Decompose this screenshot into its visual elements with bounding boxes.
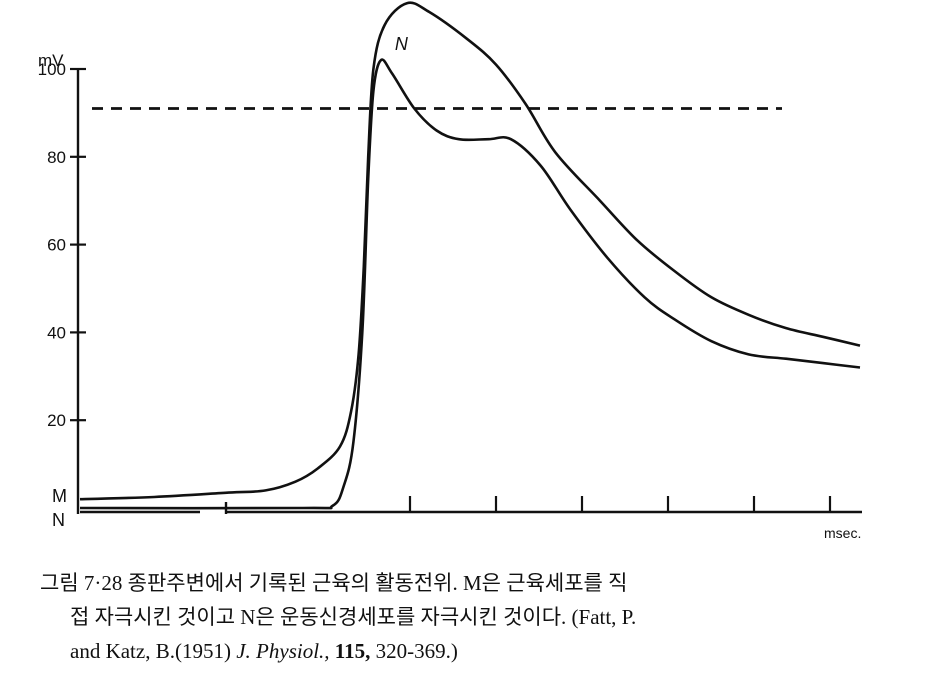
y-tick-label-40: 40 [47, 323, 66, 342]
caption-pages: 320-369.) [370, 639, 458, 663]
baseline-label-n: N [52, 510, 65, 530]
caption-authors: and Katz, B.(1951) [70, 639, 237, 663]
y-axis-unit: mV [38, 51, 64, 70]
action-potential-chart: mV20406080100120MNmsec.MN [38, 1, 862, 541]
y-tick-label-60: 60 [47, 236, 66, 255]
y-tick-label-80: 80 [47, 148, 66, 167]
x-axis-unit: msec. [824, 525, 861, 541]
series-line-n [79, 58, 861, 510]
caption-line-3: and Katz, B.(1951) J. Physiol., 115, 320… [40, 634, 910, 668]
y-tick-label-100: 100 [38, 60, 66, 79]
series-line-m [79, 1, 861, 501]
y-tick-label-20: 20 [47, 411, 66, 430]
caption-line-2: 접 자극시킨 것이고 N은 운동신경세포를 자극시킨 것이다. (Fatt, P… [70, 605, 637, 629]
caption-line-1: 그림 7·28 종판주변에서 기록된 근육의 활동전위. M은 근육세포를 직 [40, 571, 628, 595]
figure-caption: 그림 7·28 종판주변에서 기록된 근육의 활동전위. M은 근육세포를 직 … [40, 566, 910, 668]
baseline-label-m: M [52, 486, 67, 506]
caption-volume: 115, [334, 639, 371, 663]
caption-journal: J. Physiol., [236, 639, 330, 663]
series-label-n: N [395, 34, 409, 54]
